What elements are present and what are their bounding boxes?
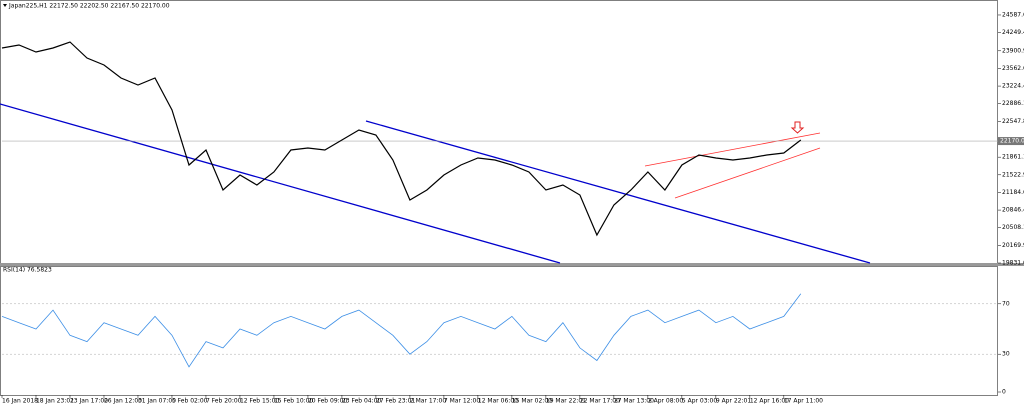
- x-tick-label: 12 Mar 06:00: [478, 398, 518, 405]
- y-tick-label: 24587.65: [1002, 11, 1024, 18]
- x-tick-label: 2 Apr 08:00: [648, 398, 683, 405]
- y-tick-label: 21522.90: [1002, 171, 1024, 178]
- rsi-title: RSI(14) 76.5823: [3, 267, 52, 274]
- y-tick-label: 0: [1002, 389, 1006, 396]
- wedge-line: [644, 132, 821, 167]
- series-line: [1, 41, 802, 237]
- wedge-line: [674, 147, 821, 199]
- y-tick-label: 24249.40: [1002, 29, 1024, 36]
- y-tick-label: 20846.40: [1002, 207, 1024, 214]
- arrow-icon: [790, 121, 805, 134]
- y-tick-label: 23562.65: [1002, 65, 1024, 72]
- y-tick-label: 21184.65: [1002, 189, 1024, 196]
- trend-line: [365, 120, 871, 264]
- x-tick-label: 23 Jan 17:00: [70, 398, 108, 405]
- y-tick-label: 22547.80: [1002, 118, 1024, 125]
- x-tick-label: 26 Jan 12:00: [104, 398, 142, 405]
- x-tick-label: 7 Feb 20:00: [206, 398, 242, 405]
- trend-line: [0, 103, 561, 264]
- separator: [0, 263, 1024, 266]
- y-tick-label: 23224.40: [1002, 83, 1024, 90]
- x-tick-label: 27 Mar 13:00: [614, 398, 654, 405]
- x-tick-label: 16 Jan 2018: [2, 398, 38, 405]
- x-tick-label: 18 Jan 23:01: [36, 398, 74, 405]
- x-tick-label: 27 Feb 23:01: [376, 398, 416, 405]
- y-tick-label: 23900.90: [1002, 47, 1024, 54]
- x-tick-label: 12 Feb 15:00: [240, 398, 280, 405]
- x-tick-label: 19 Mar 22:01: [546, 398, 586, 405]
- x-tick-label: 7 Mar 12:00: [444, 398, 480, 405]
- y-tick-label: 30: [1002, 351, 1010, 358]
- price-tag: [998, 137, 1024, 146]
- chart-title: Japan225,H1 22172.50 22202.50 22167.50 2…: [8, 3, 170, 10]
- x-tick-label: 2 Mar 17:00: [410, 398, 446, 405]
- x-tick-label: 5 Apr 03:00: [682, 398, 717, 405]
- rsi-frame: [0, 266, 998, 396]
- y-tick-label: 19831.65: [1002, 260, 1024, 267]
- x-tick-label: 22 Mar 17:00: [580, 398, 620, 405]
- x-tick-label: 17 Apr 11:00: [784, 398, 823, 405]
- x-tick-label: 15 Mar 02:00: [512, 398, 552, 405]
- menu-icon: [3, 4, 7, 7]
- x-tick-label: 12 Apr 16:00: [750, 398, 789, 405]
- y-tick-label: 20508.15: [1002, 224, 1024, 231]
- x-tick-label: 5 Feb 02:00: [172, 398, 208, 405]
- y-tick-label: 20169.90: [1002, 242, 1024, 249]
- x-tick-label: 9 Apr 22:01: [716, 398, 751, 405]
- x-tick-label: 31 Jan 07:00: [138, 398, 176, 405]
- x-tick-label: 20 Feb 09:00: [308, 398, 348, 405]
- y-tick-label: 22886.15: [1002, 100, 1024, 107]
- price-label: 22170.00: [1000, 138, 1024, 145]
- y-tick-label: 70: [1002, 300, 1010, 307]
- series-line: [1, 293, 802, 368]
- x-tick-label: 23 Feb 04:00: [342, 398, 382, 405]
- x-tick-label: 15 Feb 10:00: [274, 398, 314, 405]
- y-tick-label: 21861.15: [1002, 154, 1024, 161]
